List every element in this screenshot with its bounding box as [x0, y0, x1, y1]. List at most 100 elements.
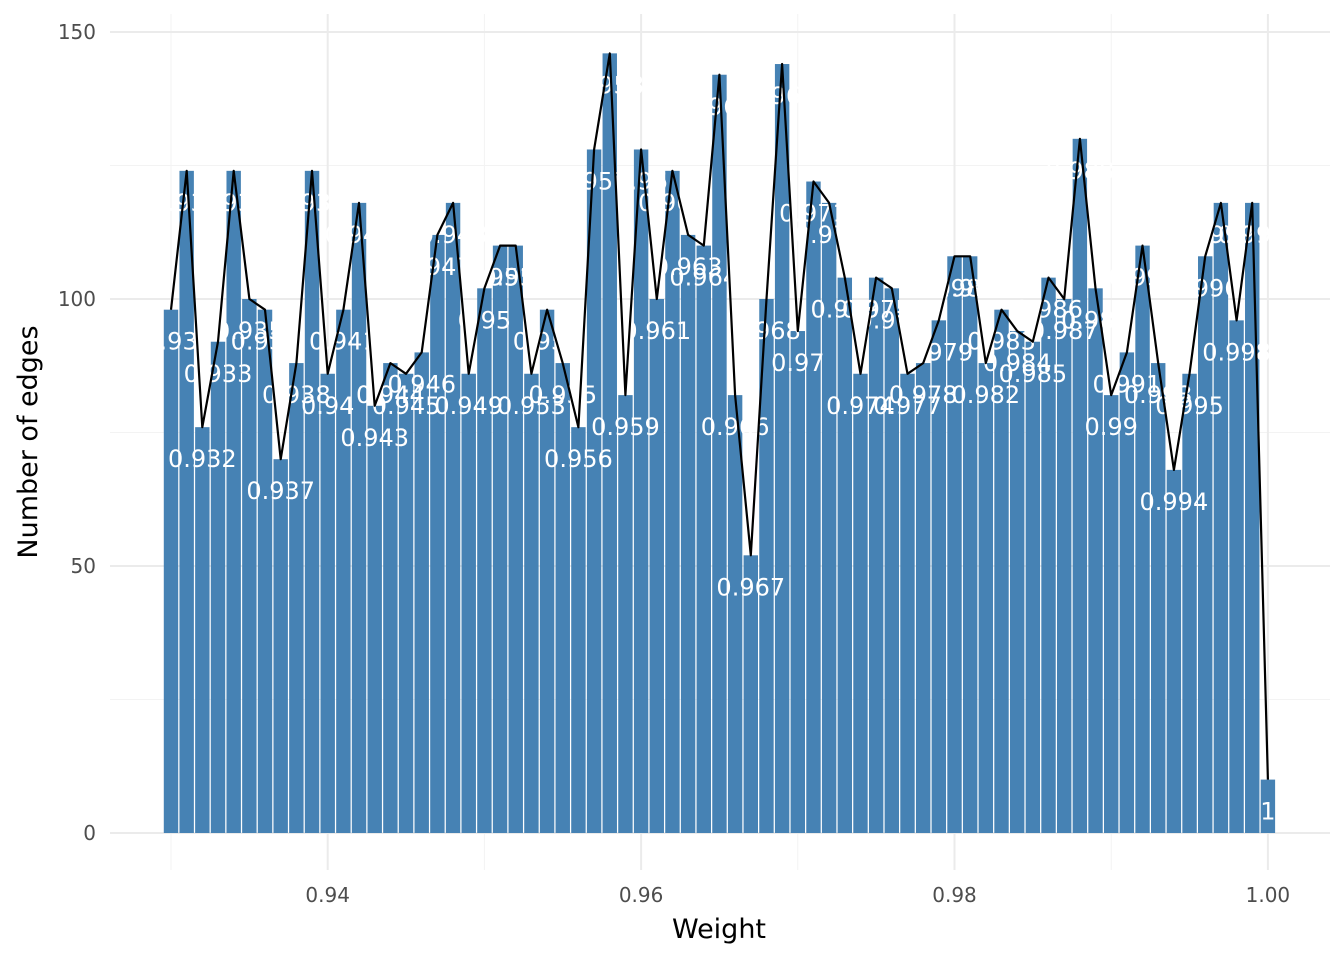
- bar: [1260, 779, 1276, 833]
- bar: [1056, 299, 1072, 833]
- bar-value-label: 0.993: [1124, 381, 1193, 409]
- bar: [242, 299, 257, 833]
- bar: [680, 234, 696, 834]
- bar-value-label: 0.991: [1093, 370, 1162, 398]
- bar: [524, 373, 539, 833]
- trend-line-layer: [169, 52, 1269, 780]
- bar: [1213, 202, 1229, 833]
- x-axis-title: Weight: [672, 914, 766, 945]
- bar-value-label: 0.933: [184, 360, 253, 388]
- x-axis-ticks: 0.94 0.96 0.98 1.00: [305, 883, 1290, 907]
- bar: [1025, 341, 1041, 833]
- y-tick-label: 50: [71, 554, 96, 578]
- bar: [618, 395, 633, 833]
- bar: [978, 363, 994, 833]
- bar-value-label: 0.985: [998, 360, 1067, 388]
- bar: [508, 245, 523, 834]
- bar-value-label: 0.959: [591, 413, 660, 441]
- bar-value-label: 0.994: [1140, 488, 1209, 516]
- bar: [994, 309, 1009, 833]
- bar: [1135, 245, 1150, 834]
- bar: [1072, 138, 1088, 834]
- bar: [665, 170, 680, 834]
- bar: [1182, 373, 1197, 833]
- bar: [1009, 331, 1025, 833]
- bar-value-label: 0.931: [152, 189, 221, 217]
- bar-value-label: 0.989: [1061, 306, 1130, 334]
- bar: [1166, 469, 1182, 833]
- bar-value-label: 0.954: [513, 328, 582, 356]
- bar: [774, 64, 790, 834]
- bar: [555, 363, 570, 833]
- bar: [900, 373, 915, 833]
- bar: [320, 373, 335, 833]
- bar-value-label: 0.942: [325, 221, 394, 249]
- bar: [602, 53, 617, 834]
- bar: [1088, 288, 1103, 833]
- x-tick-label: 0.98: [932, 883, 977, 907]
- bar: [759, 299, 774, 833]
- bar: [445, 202, 461, 833]
- bar-value-label: 0.996: [1171, 274, 1240, 302]
- bar-value-label: 0.973: [810, 296, 879, 324]
- bar-value-label: 0.963: [654, 253, 723, 281]
- bar: [853, 373, 868, 833]
- bar-value-label: 0.96: [614, 168, 667, 196]
- bar: [1198, 256, 1213, 833]
- bar-value-label: 0.948: [419, 221, 488, 249]
- bar: [195, 427, 210, 833]
- bar: [806, 181, 821, 833]
- bar: [210, 341, 226, 833]
- y-tick-label: 150: [58, 20, 96, 44]
- bar: [586, 149, 602, 834]
- bar: [712, 74, 727, 834]
- bar: [962, 256, 978, 833]
- bar: [477, 288, 492, 833]
- bar: [1103, 395, 1119, 833]
- bar-value-label: 0.967: [716, 573, 785, 601]
- bar-value-label: 0.943: [340, 424, 409, 452]
- bar: [727, 395, 743, 833]
- bar-value-label: 0.987: [1030, 317, 1099, 345]
- bar-value-label: 0.94: [301, 392, 354, 420]
- bar-value-label: 0.986: [1014, 296, 1083, 324]
- bar-value-label: 0.974: [826, 392, 895, 420]
- trend-line: [169, 52, 1269, 780]
- bar-value-label: 0.964: [669, 264, 738, 292]
- bar: [383, 363, 398, 833]
- bar: [304, 170, 320, 834]
- bar: [915, 363, 931, 833]
- bar-value-label: 0.939: [278, 189, 347, 217]
- bar: [461, 373, 476, 833]
- bar: [743, 555, 758, 833]
- y-axis-ticks: 0 50 100 150: [58, 20, 96, 845]
- bar: [821, 202, 837, 833]
- bar-value-label: 0.992: [1108, 264, 1177, 292]
- bar: [868, 277, 884, 833]
- bar: [790, 331, 806, 833]
- bar-value-label: 0.969: [748, 82, 817, 110]
- bar-value-label: 0.935: [215, 317, 284, 345]
- bar-value-label: 0.956: [544, 445, 613, 473]
- x-tick-label: 0.94: [305, 883, 350, 907]
- bar-value-label: 0.934: [199, 189, 268, 217]
- bar: [539, 309, 555, 833]
- y-tick-label: 0: [83, 821, 96, 845]
- bar: [163, 309, 179, 833]
- bar: [571, 427, 586, 833]
- bars: [163, 53, 1276, 834]
- bar-value-label: 0.944: [356, 381, 425, 409]
- bar: [1041, 277, 1056, 833]
- bar: [257, 309, 273, 833]
- bar: [179, 170, 194, 834]
- bar: [1229, 320, 1244, 833]
- bar-value-label: 0.983: [967, 328, 1036, 356]
- bar: [1245, 202, 1260, 833]
- bar: [696, 245, 711, 834]
- bar-value-label: 0.99: [1084, 413, 1137, 441]
- bar-value-label: 0.97: [771, 349, 824, 377]
- bar: [884, 288, 900, 833]
- bar-value-label: 0.949: [434, 392, 503, 420]
